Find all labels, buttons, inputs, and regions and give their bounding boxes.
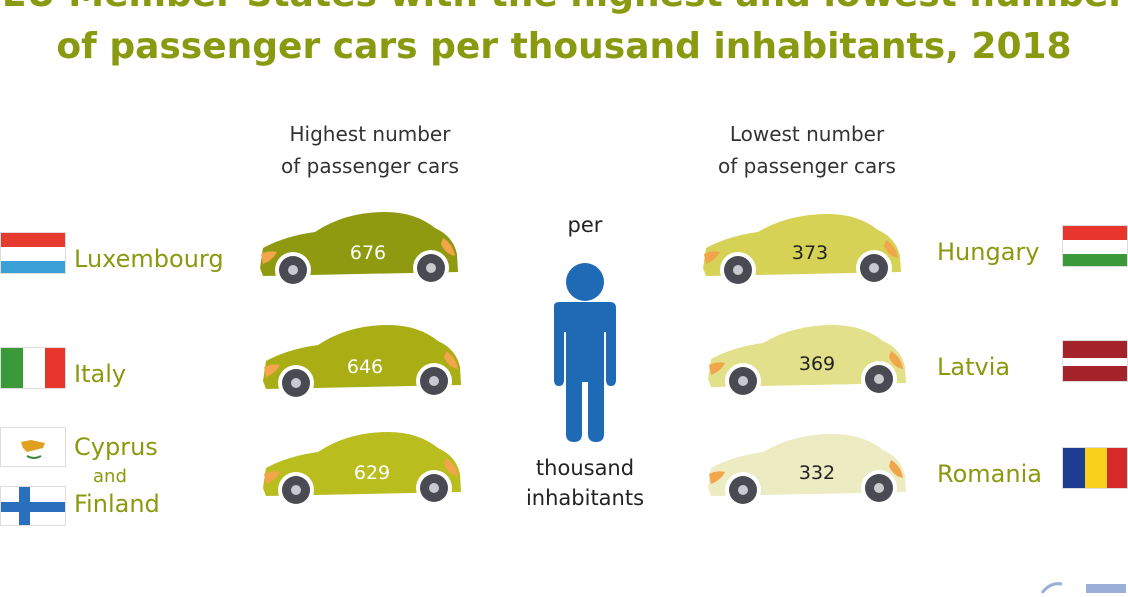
value-romania: 332: [798, 462, 836, 484]
lowest-heading-line-2: of passenger cars: [718, 154, 896, 178]
country-finland: Finland: [74, 490, 160, 518]
country-cyprus: Cyprus: [74, 433, 158, 461]
per-label: per: [567, 213, 603, 237]
lowest-heading: Lowest number of passenger cars: [682, 118, 932, 182]
page-title-line-1: EU Member States with the highest and lo…: [0, 0, 1128, 15]
inhabitants-label: inhabitants: [525, 486, 645, 510]
page-title-line-2: of passenger cars per thousand inhabitan…: [56, 26, 1072, 67]
car-icon: [263, 325, 461, 401]
car-icon-romania: [703, 432, 913, 516]
value-luxembourg: 676: [349, 242, 387, 264]
highest-heading: Highest number of passenger cars: [245, 118, 495, 182]
latvia-flag: [1062, 340, 1128, 382]
value-hungary: 373: [791, 242, 829, 264]
car-icon: [708, 325, 906, 399]
car-icon: [260, 212, 458, 288]
value-italy: 646: [346, 356, 384, 378]
car-icon-italy: [258, 323, 468, 407]
romania-flag: [1062, 447, 1128, 489]
car-icon: [708, 434, 906, 508]
car-icon-latvia: [703, 323, 913, 407]
value-cyprus-finland: 629: [353, 462, 391, 484]
country-latvia: Latvia: [937, 353, 1011, 381]
country-hungary: Hungary: [937, 238, 1040, 266]
and-connector: and: [93, 466, 127, 487]
car-icon-hungary: [698, 212, 908, 296]
eurostat-logo-icon: [1040, 578, 1128, 597]
car-icon: [703, 214, 901, 288]
luxembourg-flag: [0, 232, 66, 274]
center-thousand-inhabitants: thousand inhabitants: [510, 453, 660, 513]
car-icon-cyprus-finland: [258, 430, 468, 514]
highest-heading-line-1: Highest number: [289, 122, 451, 146]
finland-flag: [0, 486, 66, 526]
country-italy: Italy: [74, 360, 127, 388]
center-per: per: [535, 210, 635, 240]
highest-heading-line-2: of passenger cars: [281, 154, 459, 178]
person-icon: [540, 262, 630, 448]
car-icon-luxembourg: [255, 210, 465, 294]
car-icon: [263, 432, 461, 508]
country-romania: Romania: [937, 460, 1042, 488]
value-latvia: 369: [798, 353, 836, 375]
thousand-label: thousand: [535, 456, 635, 480]
hungary-flag: [1062, 225, 1128, 267]
cyprus-flag: [0, 427, 66, 467]
italy-flag: [0, 347, 66, 389]
country-luxembourg: Luxembourg: [74, 245, 224, 273]
lowest-heading-line-1: Lowest number: [729, 122, 885, 146]
